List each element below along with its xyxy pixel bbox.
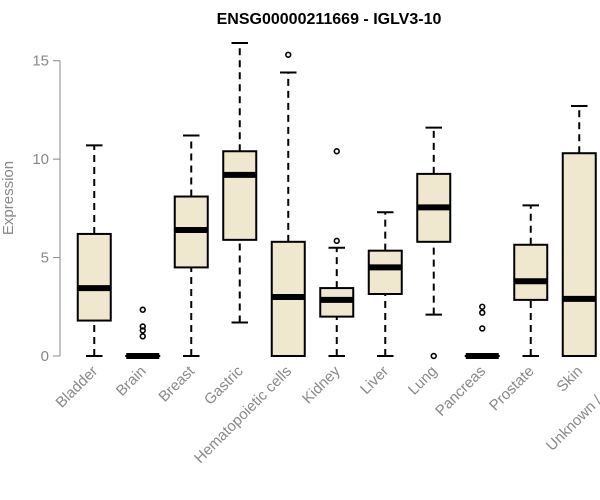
box-breast (173, 134, 209, 357)
x-tick-label: Hematopoietic cells (191, 363, 295, 467)
box-prostate (513, 204, 549, 357)
y-tick-label: 10 (32, 151, 49, 168)
boxes-group (76, 41, 597, 360)
x-tick-label: Liver (357, 363, 392, 398)
box-hematopoietic-cells (270, 51, 306, 357)
box-kidney (319, 148, 355, 357)
box-gastric (222, 41, 258, 324)
y-axis: 0 5 10 15 (32, 53, 61, 365)
outlier-point (333, 237, 340, 245)
iqr-box (367, 249, 403, 295)
outlier-point (139, 327, 146, 334)
iqr-box (76, 232, 112, 322)
iqr-box (561, 152, 597, 357)
iqr-box (222, 150, 258, 241)
x-tick-label: Lung (405, 363, 441, 399)
box-lung (416, 126, 452, 360)
y-axis-label: Expression (0, 161, 17, 235)
outlier-point (139, 306, 146, 313)
x-tick-label: Bladder (52, 363, 101, 412)
y-tick-label: 0 (41, 348, 49, 365)
x-tick-label: Kidney (299, 362, 344, 407)
outlier-point (139, 333, 146, 340)
outlier-point (479, 309, 486, 316)
chart-title: ENSG00000211669 - IGLV3-10 (217, 11, 442, 28)
x-tick-label: Skin (553, 363, 586, 396)
outlier-point (139, 323, 146, 330)
iqr-box (513, 243, 549, 301)
outlier-point (479, 303, 486, 310)
box-pancreas (464, 303, 500, 359)
outlier-point (285, 51, 292, 58)
outlier-point (430, 352, 437, 360)
x-tick-label: Brain (113, 363, 150, 400)
x-tick-label: Breast (155, 362, 198, 405)
outlier-point (479, 325, 486, 332)
x-tick-label: Gastric (201, 362, 247, 408)
x-tick-label: Pancreas (432, 363, 489, 420)
x-tick-label: Prostate (486, 363, 538, 415)
y-tick-label: 15 (32, 53, 49, 70)
outlier-point (333, 148, 340, 155)
y-tick-label: 5 (41, 250, 49, 267)
box-bladder (76, 144, 112, 357)
box-brain (125, 306, 161, 359)
box-skin (561, 104, 597, 357)
box-liver (367, 211, 403, 357)
